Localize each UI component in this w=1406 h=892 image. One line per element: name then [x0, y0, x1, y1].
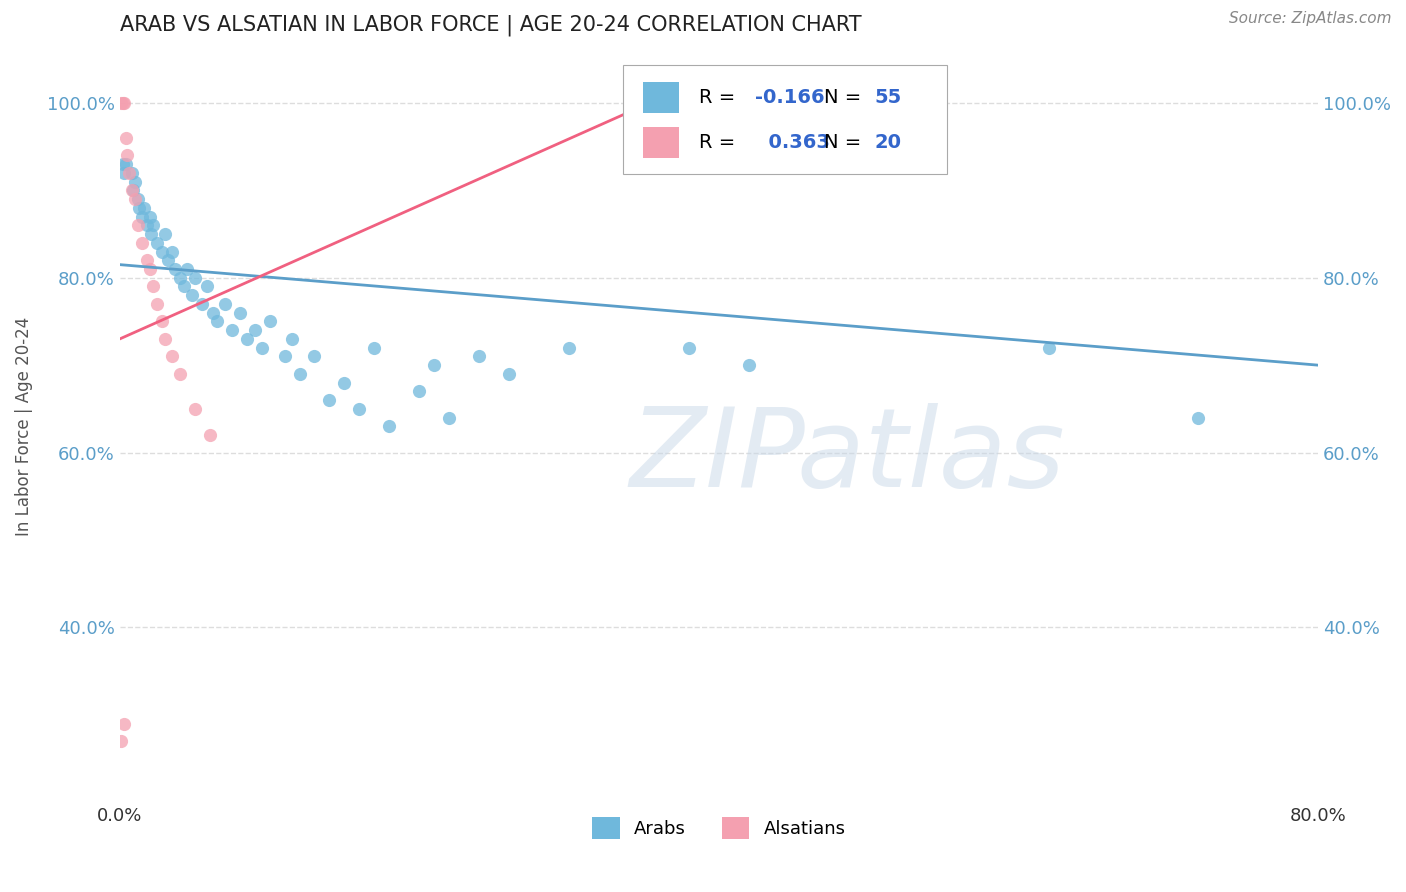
Text: 55: 55: [875, 88, 903, 107]
Text: -0.166: -0.166: [755, 88, 824, 107]
Point: [156, 253, 179, 268]
Text: Source: ZipAtlas.com: Source: ZipAtlas.com: [1229, 11, 1392, 26]
Point: [122, 183, 145, 197]
Point: [333, 376, 356, 390]
Point: [1038, 341, 1060, 355]
Point: [160, 244, 183, 259]
Point: [127, 192, 149, 206]
Point: [183, 401, 205, 416]
Point: [110, 734, 132, 748]
Point: [363, 341, 385, 355]
Point: [131, 235, 153, 250]
Point: [153, 227, 176, 241]
Point: [135, 219, 157, 233]
Point: [1187, 410, 1209, 425]
Point: [150, 244, 173, 259]
Point: [180, 288, 202, 302]
Point: [142, 219, 165, 233]
Point: [124, 175, 146, 189]
Point: [153, 332, 176, 346]
Point: [236, 332, 259, 346]
Point: [160, 350, 183, 364]
Point: [198, 428, 221, 442]
Point: [273, 350, 295, 364]
Point: [127, 219, 149, 233]
Point: [138, 210, 160, 224]
Point: [281, 332, 304, 346]
Point: [115, 148, 138, 162]
Point: [498, 367, 520, 381]
Point: [259, 314, 281, 328]
Point: [114, 157, 136, 171]
Point: [131, 210, 153, 224]
Point: [214, 297, 236, 311]
Point: [114, 131, 136, 145]
Point: [146, 297, 169, 311]
Point: [176, 262, 198, 277]
Point: [228, 306, 250, 320]
Text: ZIP: ZIP: [628, 403, 806, 510]
Point: [439, 410, 461, 425]
Point: [250, 341, 273, 355]
Point: [128, 201, 150, 215]
Point: [138, 262, 160, 277]
Point: [124, 192, 146, 206]
Point: [112, 716, 135, 731]
FancyBboxPatch shape: [644, 82, 679, 113]
Text: 0.363: 0.363: [755, 133, 830, 152]
Legend: Arabs, Alsatians: Arabs, Alsatians: [585, 809, 852, 846]
Y-axis label: In Labor Force | Age 20-24: In Labor Force | Age 20-24: [15, 317, 32, 536]
Point: [468, 350, 491, 364]
Text: ARAB VS ALSATIAN IN LABOR FORCE | AGE 20-24 CORRELATION CHART: ARAB VS ALSATIAN IN LABOR FORCE | AGE 20…: [120, 15, 862, 37]
Point: [408, 384, 430, 399]
Text: N =: N =: [824, 88, 868, 107]
Point: [738, 358, 761, 372]
Point: [201, 306, 224, 320]
Text: N =: N =: [824, 133, 868, 152]
Point: [141, 227, 163, 241]
Point: [221, 323, 243, 337]
Text: R =: R =: [699, 88, 741, 107]
Point: [110, 95, 132, 110]
Point: [150, 314, 173, 328]
Point: [205, 314, 228, 328]
Point: [112, 166, 135, 180]
Point: [243, 323, 266, 337]
Point: [318, 393, 340, 408]
FancyBboxPatch shape: [623, 65, 946, 175]
Point: [121, 166, 143, 180]
Point: [135, 253, 157, 268]
Point: [118, 166, 141, 180]
Point: [165, 262, 187, 277]
Point: [195, 279, 218, 293]
Point: [191, 297, 214, 311]
Point: [558, 341, 581, 355]
Point: [349, 401, 371, 416]
FancyBboxPatch shape: [644, 127, 679, 158]
Point: [121, 183, 143, 197]
Point: [169, 367, 191, 381]
Point: [132, 201, 155, 215]
Point: [112, 95, 135, 110]
Point: [169, 270, 191, 285]
Point: [111, 157, 134, 171]
Point: [288, 367, 311, 381]
Text: R =: R =: [699, 133, 741, 152]
Text: atlas: atlas: [797, 403, 1066, 510]
Point: [183, 270, 205, 285]
Point: [378, 419, 401, 434]
Point: [304, 350, 326, 364]
Point: [146, 235, 169, 250]
Point: [678, 341, 700, 355]
Text: 20: 20: [875, 133, 901, 152]
Point: [111, 95, 134, 110]
Point: [423, 358, 446, 372]
Point: [173, 279, 195, 293]
Point: [142, 279, 165, 293]
